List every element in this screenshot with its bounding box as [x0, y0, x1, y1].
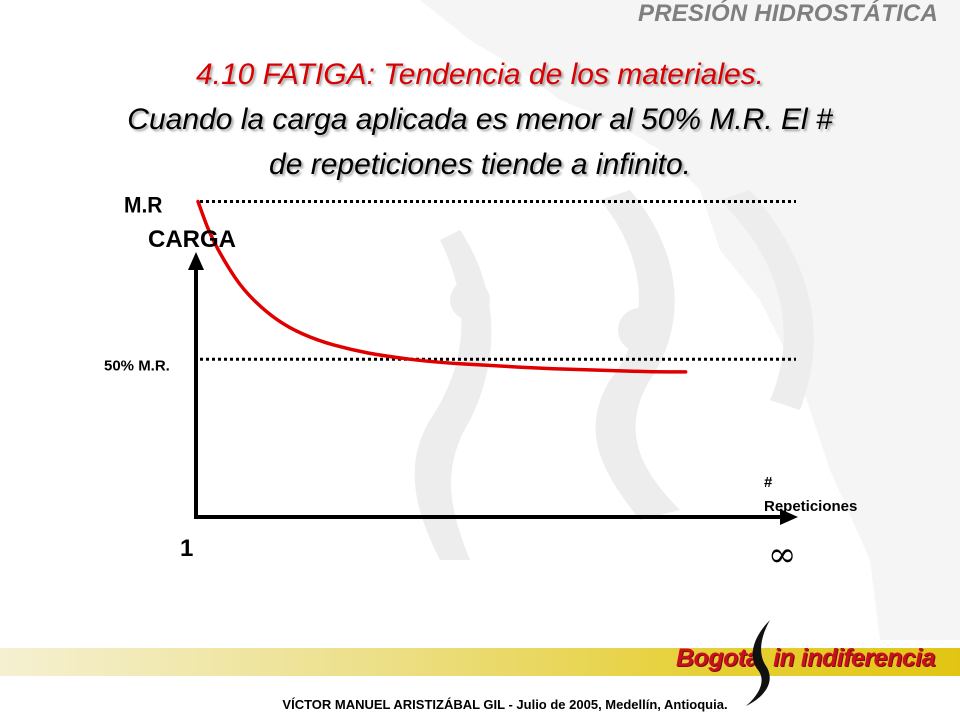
fatigue-curve	[196, 199, 688, 374]
brand-text-2: in indiferencia	[773, 644, 936, 672]
title-line-1: 4.10 FATIGA: Tendencia de los materiales…	[195, 58, 765, 91]
y-axis-label: CARGA	[148, 226, 236, 253]
footer-band	[0, 648, 960, 676]
x-axis-arrow	[780, 509, 798, 525]
fatigue-chart: CARGA M.R 50% M.R. 1 # Repeticiones ∞	[104, 193, 857, 575]
half-mr-label: 50% M.R.	[104, 357, 170, 374]
credit-line: VÍCTOR MANUEL ARISTIZÁBAL GIL - Julio de…	[282, 697, 728, 712]
brand-logo: Bogotá in indiferencia	[676, 620, 936, 706]
title-line-2: Cuando la carga aplicada es menor al 50%…	[127, 103, 833, 136]
section-header: PRESIÓN HIDROSTÁTICA	[637, 0, 938, 27]
title-line-3: de repeticiones tiende a infinito.	[269, 148, 691, 181]
x-axis-label: Repeticiones	[764, 498, 857, 515]
infinity-label: ∞	[768, 535, 796, 575]
brand-text-1: Bogotá	[676, 644, 760, 672]
x-axis-label-symbol: #	[764, 474, 773, 491]
y-axis-arrow	[188, 252, 204, 270]
x-start-label: 1	[180, 535, 193, 562]
mr-label: M.R	[124, 193, 163, 218]
brand-swoosh-icon	[746, 620, 770, 706]
slide-title: 4.10 FATIGA: Tendencia de los materiales…	[40, 52, 920, 187]
